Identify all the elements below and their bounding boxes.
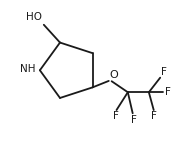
- Text: F: F: [113, 111, 119, 121]
- Text: NH: NH: [20, 64, 36, 74]
- Text: O: O: [110, 70, 118, 80]
- Text: F: F: [130, 115, 136, 125]
- Text: F: F: [165, 87, 171, 97]
- Text: F: F: [151, 111, 157, 121]
- Text: F: F: [161, 67, 167, 77]
- Text: HO: HO: [26, 12, 42, 22]
